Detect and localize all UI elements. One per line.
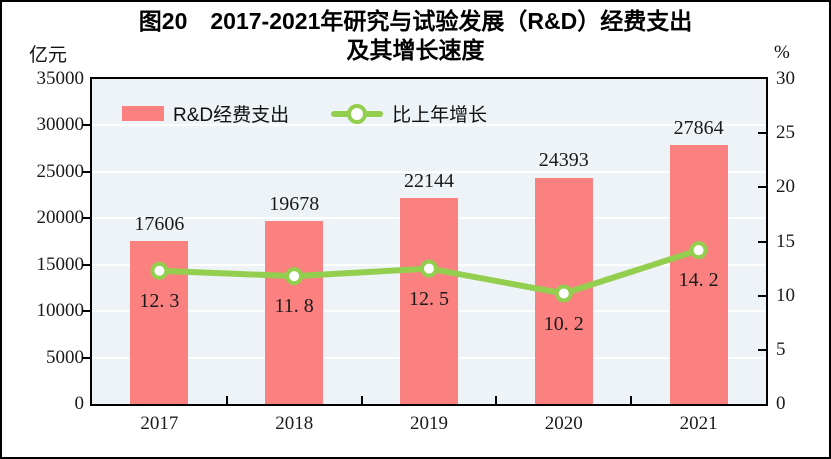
left-axis-tickmark: [82, 310, 90, 313]
right-axis-tickmark: [758, 240, 766, 243]
x-axis-label-2017: 2017: [140, 413, 179, 434]
growth-point-marker-icon: [689, 241, 708, 260]
legend-item-line-series: 比上年增长: [331, 100, 487, 127]
right-axis-tickmark: [758, 294, 766, 297]
x-axis-label-2020: 2020: [544, 413, 583, 434]
left-axis-tickmark: [82, 217, 90, 220]
growth-point-marker-icon: [420, 259, 438, 278]
growth-point-marker-icon: [554, 284, 573, 303]
gridline: [92, 170, 766, 173]
growth-point-marker-icon: [150, 261, 169, 280]
bar-2019: [400, 198, 458, 404]
line-marker-icon: [347, 103, 368, 124]
left-axis-tick-label: 35000: [36, 68, 85, 89]
growth-point-marker-icon: [285, 267, 304, 286]
x-axis-tickmark: [630, 396, 633, 404]
growth-value-label: 12. 3: [139, 289, 180, 312]
right-axis-tick-label: 20: [776, 176, 795, 198]
right-axis-tick-label: 0: [776, 393, 786, 414]
left-axis-tickmark: [82, 124, 90, 127]
right-axis-unit-label: %: [774, 42, 790, 63]
left-axis-tick-label: 10000: [36, 300, 85, 322]
left-axis-tick-label: 30000: [36, 114, 85, 136]
bar-value-label: 22144: [404, 170, 454, 193]
growth-value-label: 14. 2: [678, 269, 719, 292]
left-axis-unit-label: 亿元: [28, 45, 67, 66]
chart-title-line2: 及其增长速度: [346, 37, 485, 63]
growth-line-series: [150, 241, 708, 303]
legend: R&D经费支出 比上年增长: [122, 100, 487, 127]
right-axis-tickmark: [758, 186, 766, 189]
left-axis-tick-label: 0: [74, 393, 85, 414]
growth-value-label: 11. 8: [274, 295, 314, 318]
growth-value-label: 12. 5: [409, 287, 449, 310]
left-axis-tickmark: [82, 263, 90, 266]
chart-title: 图20 2017-2021年研究与试验发展（R&D）经费支出 及其增长速度: [2, 7, 829, 65]
right-axis-tick-label: 5: [776, 338, 786, 360]
right-axis-tick-label: 25: [776, 122, 795, 144]
bar-value-label: 17606: [134, 212, 185, 235]
left-axis-tick-label: 5000: [46, 346, 84, 368]
bar-2018: [265, 221, 324, 404]
x-axis-label-2021: 2021: [679, 413, 718, 434]
right-axis-tick-label: 15: [776, 230, 795, 252]
right-axis-tick-label: 30: [776, 68, 795, 89]
right-axis-tick-label: 10: [776, 284, 795, 306]
line-series-swatch-icon: [331, 103, 384, 124]
gridline: [92, 124, 766, 127]
right-axis-tickmark: [758, 348, 766, 351]
bar-value-label: 24393: [538, 149, 589, 172]
x-axis-tickmark: [225, 396, 228, 404]
left-axis-tick-label: 15000: [36, 253, 85, 275]
bar-series-swatch-icon: [122, 106, 164, 121]
growth-value-label: 10. 2: [543, 312, 584, 335]
left-axis-tick-label: 25000: [36, 160, 85, 182]
right-axis-tickmark: [758, 132, 766, 135]
legend-item-bar-series: R&D经费支出: [122, 100, 289, 127]
x-axis-label-2019: 2019: [410, 413, 448, 434]
bar-value-label: 19678: [269, 193, 320, 216]
left-axis-tickmark: [82, 170, 90, 173]
x-axis-tickmark: [495, 396, 498, 404]
x-axis-label-2018: 2018: [275, 413, 314, 434]
plot-area: R&D经费支出 比上年增长 17606 19678 22144 24393 27864 1…: [90, 77, 768, 406]
x-axis-tickmark: [360, 396, 363, 404]
bar-series-legend-label: R&D经费支出: [173, 105, 290, 126]
left-axis-tickmark: [82, 356, 90, 359]
left-axis-tick-label: 20000: [36, 207, 85, 229]
bar-2021: [669, 145, 728, 404]
bar-value-label: 27864: [673, 117, 724, 140]
chart-title-line1: 图20 2017-2021年研究与试验发展（R&D）经费支出: [138, 8, 693, 34]
line-series-legend-label: 比上年增长: [392, 105, 488, 126]
